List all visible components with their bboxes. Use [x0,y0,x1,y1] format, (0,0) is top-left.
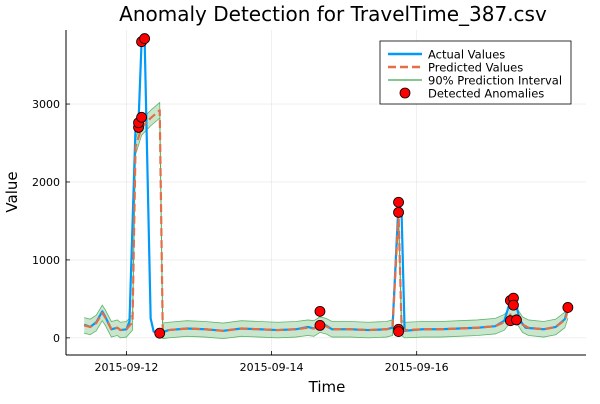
anomaly-point-7 [314,319,326,331]
prediction-interval-upper [84,101,569,324]
y-tick-label-1: 1000 [32,254,60,267]
anomaly-point-16 [511,314,522,326]
anomaly-point-2 [136,111,147,123]
legend-label-interval: 90% Prediction Interval [428,74,562,88]
anomaly-point-11 [393,326,404,338]
axes-layer [65,30,586,356]
legend: Actual Values Predicted Values 90% Predi… [379,40,572,105]
y-tick-label-3: 3000 [32,98,60,111]
y-axis-label: Value [3,171,21,212]
y-tick-label-2: 2000 [32,176,60,189]
legend-swatch-anomaly [399,87,411,99]
x-tick-label-1: 2015-09-14 [240,361,304,374]
x-tick-label-0: 2015-09-12 [94,361,158,374]
tick-layer: 0 1000 2000 3000 2015-09-12 2015-09-14 2015-09… [32,98,449,374]
legend-box [379,40,572,105]
grid-layer [66,30,586,355]
marker-layer [133,33,574,339]
legend-label-actual: Actual Values [428,48,505,62]
chart-title: Anomaly Detection for TravelTime_387.csv [119,2,547,26]
actual-values-line [83,36,569,335]
line-layer [83,36,569,335]
anomaly-point-17 [562,302,574,313]
anomaly-point-4 [139,33,151,44]
prediction-interval-lower [84,117,569,340]
anomaly-point-5 [154,327,166,339]
anomaly-point-6 [314,305,326,317]
y-tick-label-0: 0 [53,332,60,345]
anomaly-point-15 [508,299,519,311]
legend-label-anomaly: Detected Anomalies [428,87,544,101]
x-tick-label-2: 2015-09-16 [385,361,449,374]
predicted-values-line [83,109,569,332]
anomaly-point-8 [393,196,404,208]
anomaly-point-9 [393,206,404,218]
legend-label-predicted: Predicted Values [428,61,523,75]
x-axis-label: Time [308,378,346,396]
